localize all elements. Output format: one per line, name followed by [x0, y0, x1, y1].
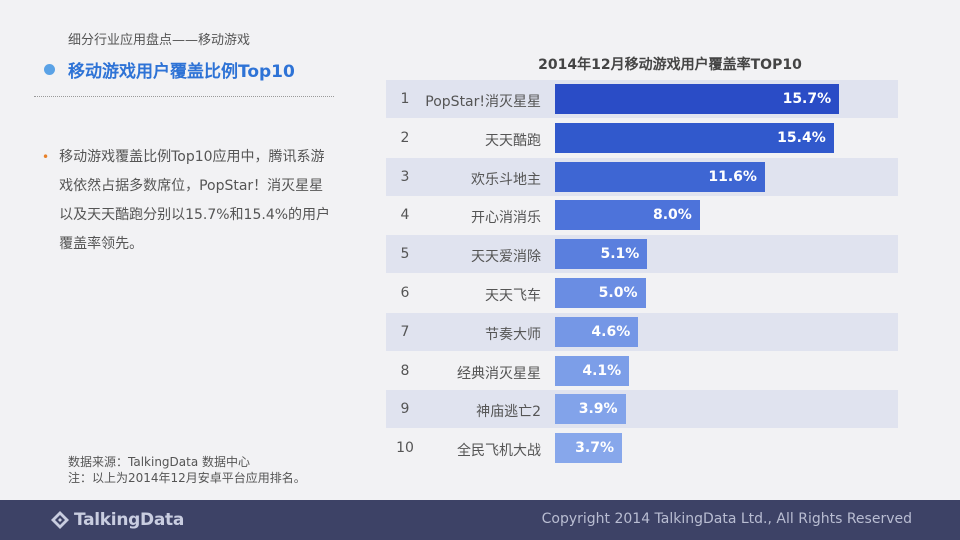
category-label: 欢乐斗地主 [471, 171, 541, 188]
category-label: 神庙逃亡2 [476, 404, 541, 421]
bar [555, 355, 630, 386]
page-title-row: 移动游戏用户覆盖比例Top10 [44, 57, 295, 82]
logo-text: TalkingData [74, 510, 184, 530]
category-label: 天天爱消除 [471, 249, 541, 266]
data-label: 8.0% [652, 207, 692, 224]
page-title: 移动游戏用户覆盖比例Top10 [68, 62, 295, 82]
data-label: 3.7% [575, 440, 614, 457]
data-label: 4.6% [591, 323, 631, 340]
data-label: 5.1% [600, 246, 640, 263]
category-label: 经典消灭星星 [457, 365, 541, 382]
bar [555, 316, 639, 347]
source-note: 数据来源：TalkingData 数据中心 注：以上为2014年12月安卓平台应… [68, 454, 306, 486]
chart-row [386, 312, 898, 351]
category-label: 天天酷跑 [485, 132, 541, 149]
bullet-dot-icon: • [42, 150, 50, 164]
bar [555, 278, 646, 308]
rank-label: 7 [400, 323, 410, 340]
bar [555, 200, 700, 231]
bar [555, 433, 622, 464]
source-note-line: 注：以上为2014年12月安卓平台应用排名。 [68, 471, 306, 485]
chart-row [386, 390, 898, 429]
bar-chart: 1 PopStar!消灭星星 15.7% 2 天天酷跑 15.4% 3 欢乐斗地主 11.6% 4… [386, 80, 898, 468]
bar [555, 394, 626, 425]
rank-label: 9 [400, 401, 410, 418]
chart-title: 2014年12月移动游戏用户覆盖率TOP10 [538, 57, 802, 73]
category-label: PopStar!消灭星星 [425, 94, 541, 110]
data-label: 5.0% [598, 285, 638, 301]
bar [555, 122, 834, 153]
data-label: 3.9% [578, 401, 618, 418]
bar [555, 84, 840, 114]
bar [555, 239, 648, 270]
dotted-divider [34, 96, 334, 97]
breadcrumb: 细分行业应用盘点——移动游戏 [68, 33, 251, 48]
copyright-text: Copyright 2014 TalkingData Ltd., All Rig… [541, 511, 912, 527]
talkingdata-logo-icon [51, 511, 69, 529]
rank-label: 6 [400, 285, 410, 301]
category-label: 全民飞机大战 [457, 443, 541, 460]
rank-label: 1 [400, 91, 410, 107]
source-line: 数据来源：TalkingData 数据中心 [68, 455, 251, 469]
rank-label: 2 [400, 129, 410, 146]
rank-label: 4 [400, 207, 410, 224]
summary-text: 移动游戏覆盖比例Top10应用中，腾讯系游戏依然占据多数席位，PopStar！消… [59, 149, 331, 252]
data-label: 15.7% [782, 91, 832, 107]
logo: TalkingData [50, 510, 184, 530]
summary-bullet: • 移动游戏覆盖比例Top10应用中，腾讯系游戏依然占据多数席位，PopStar… [42, 143, 334, 259]
category-label: 开心消消乐 [471, 210, 541, 227]
footer: TalkingData Copyright 2014 TalkingData L… [0, 500, 960, 540]
chart-row [386, 351, 898, 390]
rank-label: 5 [400, 246, 410, 263]
data-label: 15.4% [777, 129, 826, 146]
category-label: 节奏大师 [485, 326, 541, 343]
rank-label: 3 [400, 168, 410, 185]
bar [555, 161, 765, 192]
chart-row [386, 429, 898, 468]
category-label: 天天飞车 [485, 288, 541, 304]
rank-label: 8 [400, 362, 410, 379]
data-label: 11.6% [708, 168, 757, 185]
title-bullet-icon [44, 64, 55, 75]
rank-label: 10 [396, 440, 414, 457]
data-label: 4.1% [582, 362, 622, 379]
